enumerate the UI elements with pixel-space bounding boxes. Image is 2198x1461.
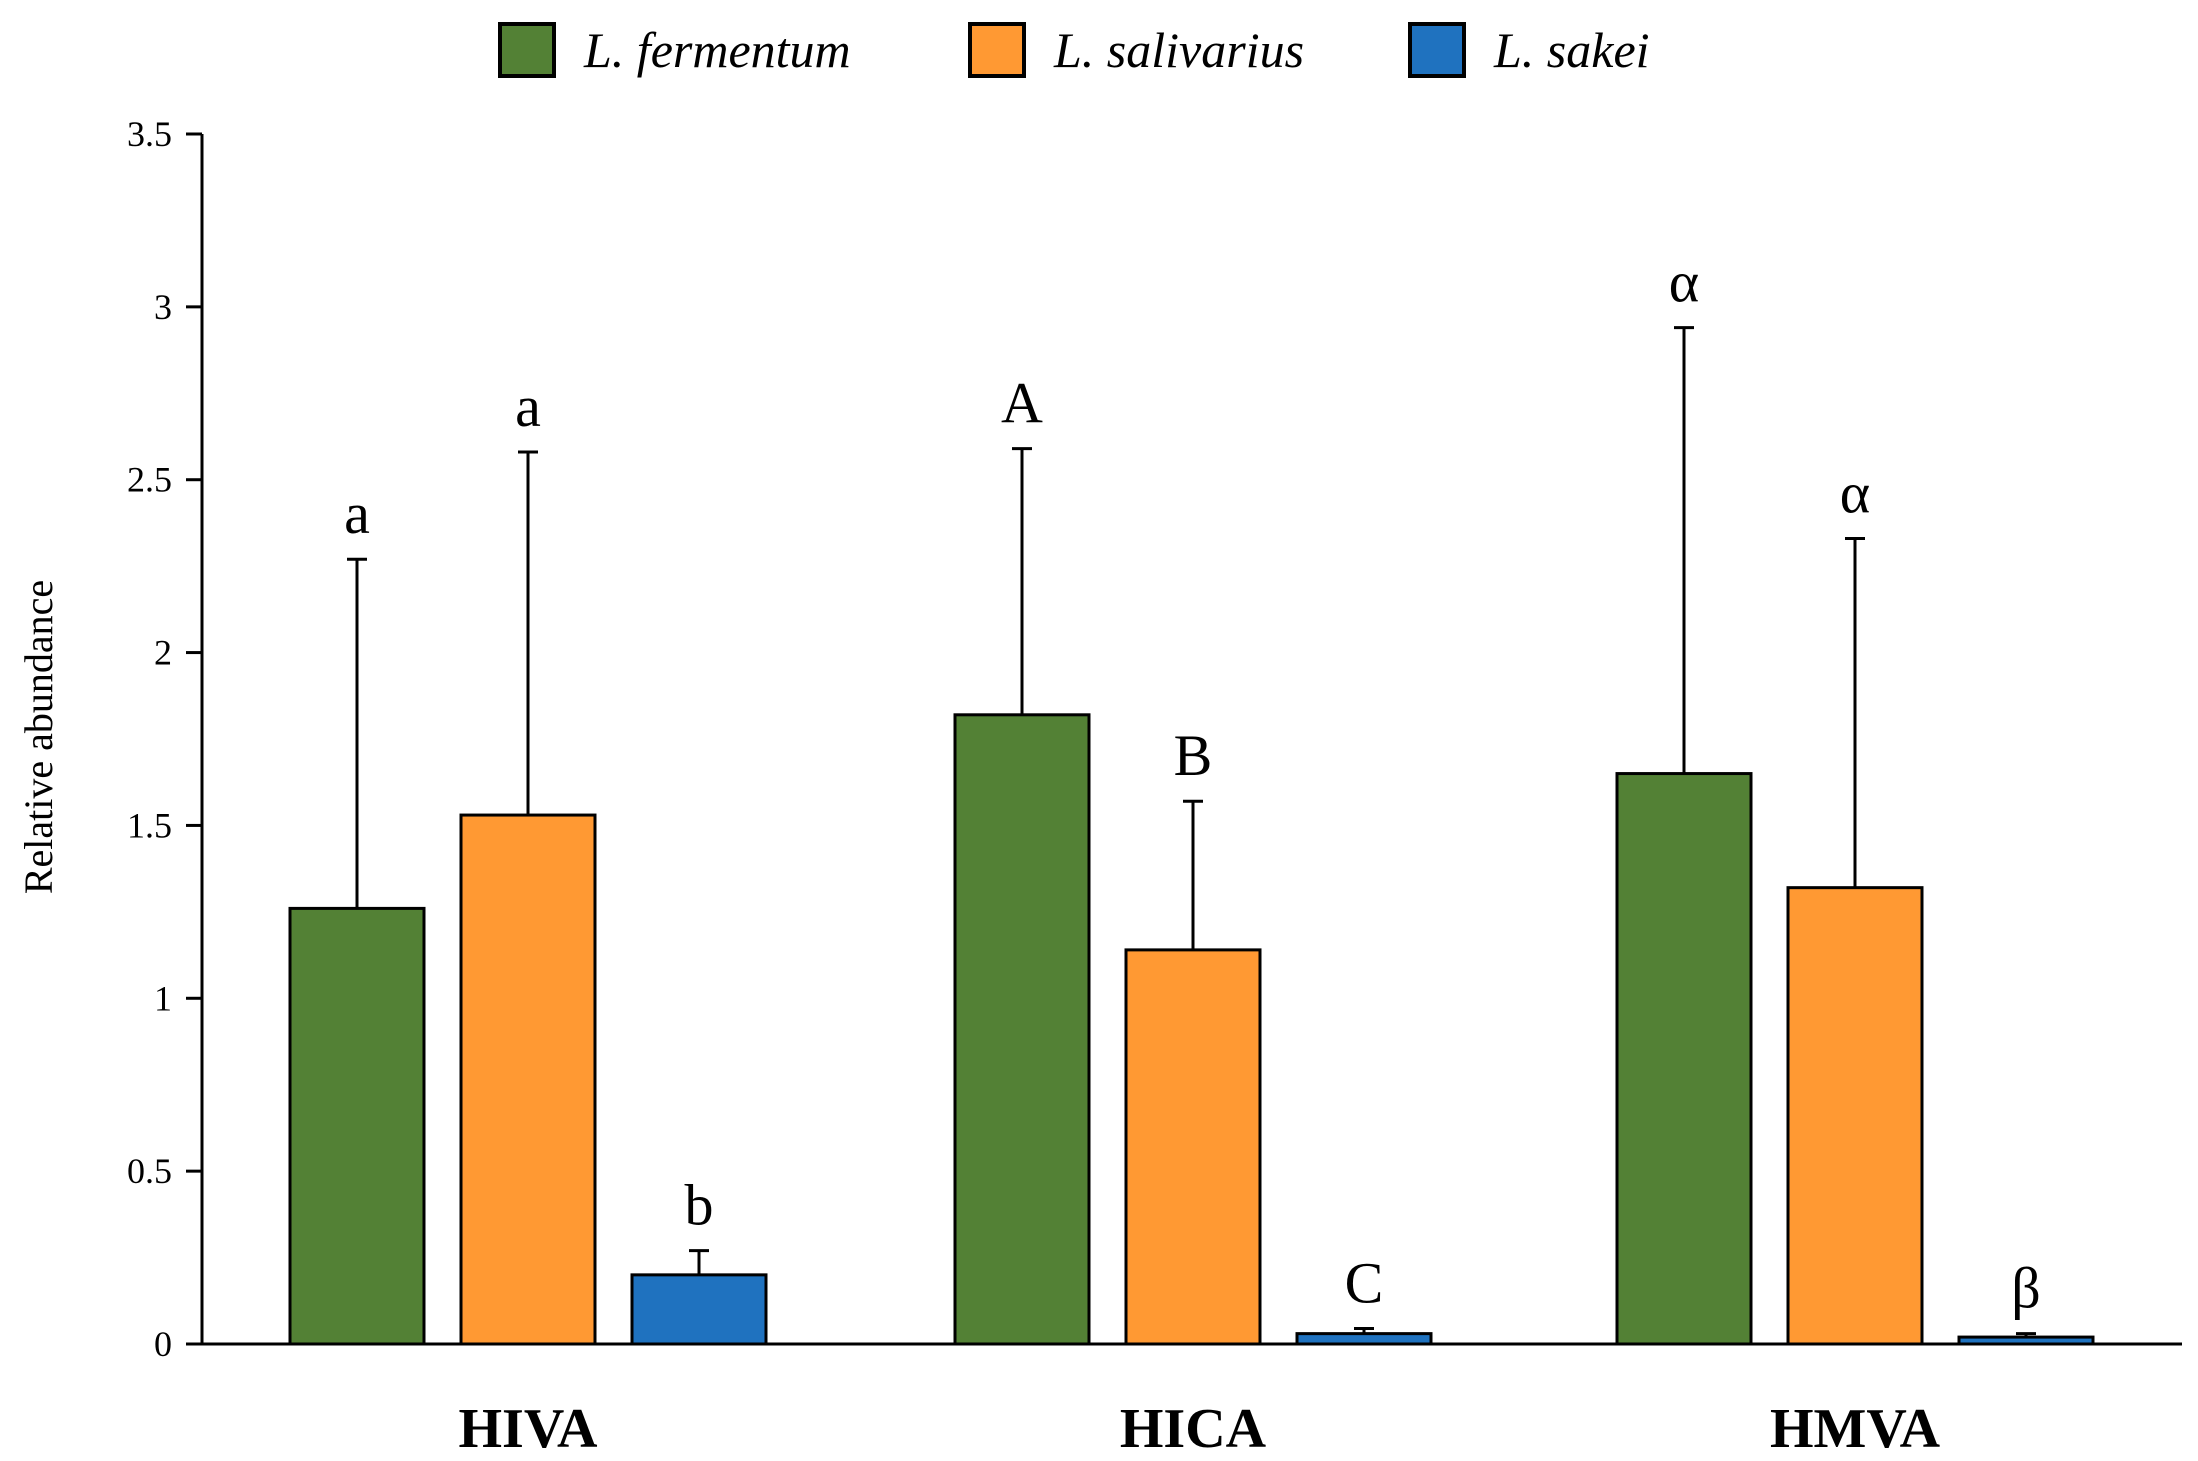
y-tick-label: 3 [154,287,172,327]
bar [953,713,1091,1346]
legend: L. fermentum L. salivarius L. sakei [498,22,1650,78]
y-tick-label: 0.5 [127,1151,172,1191]
significance-label: a [515,374,541,439]
significance-label: C [1345,1250,1384,1315]
y-axis: 0 0.5 1 1.5 2 2.5 3 3.5 [127,114,204,1364]
x-category-label: HICA [1120,1398,1267,1460]
y-tick-label: 2 [154,633,172,673]
bar [1295,1332,1433,1346]
x-category-label: HIVA [458,1398,598,1460]
bar [1786,886,1924,1346]
bar [288,906,426,1346]
legend-label: L. sakei [1493,22,1650,78]
x-category-label: HMVA [1770,1398,1941,1460]
legend-swatch [498,22,556,78]
legend-swatch [968,22,1026,78]
significance-label: A [1001,371,1043,436]
y-tick-label: 1.5 [127,805,172,845]
significance-label: B [1174,723,1213,788]
bar [1615,772,1753,1346]
bar [1957,1335,2095,1346]
significance-label: α [1840,460,1870,525]
legend-label: L. fermentum [583,22,851,78]
significance-label: α [1669,250,1699,315]
y-tick-label: 3.5 [127,114,172,154]
significance-label: β [2011,1256,2041,1321]
y-tick-label: 2.5 [127,460,172,500]
legend-swatch [1408,22,1466,78]
y-axis-title: Relative abundance [16,580,61,894]
y-tick-label: 0 [154,1324,172,1364]
legend-label: L. salivarius [1053,22,1304,78]
significance-label: b [685,1173,714,1238]
bars: a a b A B Cα α β [288,250,2095,1346]
significance-label: a [344,481,370,546]
x-axis: HIVA HICA HMVA [202,1342,2182,1460]
bar [1124,948,1262,1346]
bar [630,1273,768,1346]
bar [459,813,597,1346]
y-tick-label: 1 [154,978,172,1018]
